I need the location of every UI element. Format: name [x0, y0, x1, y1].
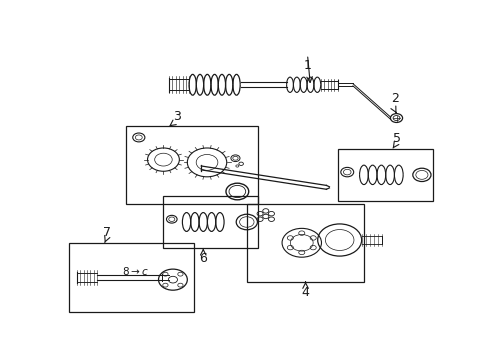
Bar — [68, 243, 193, 312]
Text: 7: 7 — [102, 226, 110, 239]
Text: 6: 6 — [199, 252, 207, 265]
Text: 3: 3 — [172, 110, 180, 123]
Text: 4: 4 — [301, 286, 309, 299]
Bar — [125, 126, 258, 204]
Text: 1: 1 — [303, 59, 311, 72]
Bar — [246, 204, 364, 282]
Bar — [163, 196, 258, 248]
Bar — [337, 149, 432, 201]
Text: $8{\rightarrow}c$: $8{\rightarrow}c$ — [122, 265, 148, 276]
Text: 5: 5 — [392, 132, 400, 145]
Text: 2: 2 — [390, 92, 398, 105]
